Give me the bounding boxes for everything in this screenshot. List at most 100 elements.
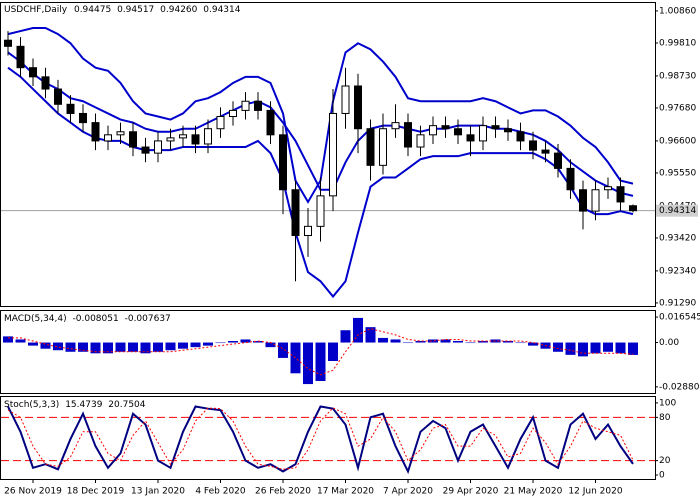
- candle-body: [16, 45, 25, 69]
- candle-body: [491, 125, 500, 130]
- candle-body: [629, 205, 637, 212]
- macd-bar: [40, 342, 51, 349]
- candle-body: [116, 131, 125, 136]
- macd-bar: [15, 339, 26, 343]
- candle-body: [604, 186, 612, 191]
- y-tick-label: 0.98730: [659, 71, 696, 81]
- macd-bar: [65, 342, 76, 352]
- macd-bar: [165, 342, 176, 351]
- stoch-panel: [0, 396, 656, 480]
- y-tick-label: 0.93420: [659, 233, 696, 243]
- candle-body: [454, 128, 462, 136]
- band-lower: [7, 66, 634, 299]
- candle-body: [191, 134, 200, 145]
- x-tick-label: 4 Feb 2020: [195, 487, 246, 497]
- macd-bar: [303, 342, 313, 385]
- y-tick-label: 0: [659, 471, 665, 481]
- candle-body: [591, 189, 600, 212]
- y-tick-label: 0.97680: [659, 103, 696, 113]
- stoch-value: 15.4739: [65, 400, 102, 410]
- candle-body: [516, 131, 525, 142]
- x-tick-label: 7 Apr 2020: [383, 487, 433, 497]
- low-value: 0.94260: [160, 5, 197, 15]
- macd-bar: [378, 337, 388, 343]
- candle-body: [166, 137, 175, 142]
- macd-bar: [178, 342, 188, 349]
- macd-bar: [128, 342, 138, 352]
- y-tick-label: -0.028807: [659, 382, 700, 392]
- macd-bar: [215, 342, 226, 344]
- candle-body: [366, 128, 375, 166]
- macd-bar: [353, 317, 363, 343]
- candle-body: [441, 125, 450, 130]
- macd-header: MACD(5,34,4) -0.008051 -0.007637: [4, 314, 171, 324]
- candle-body: [466, 134, 475, 142]
- candle-body: [104, 134, 112, 142]
- macd-bar: [90, 342, 101, 354]
- last-price-label: 0.94314: [659, 206, 696, 216]
- macd-bar: [140, 342, 151, 354]
- macd-bar: [428, 339, 438, 343]
- macd-bar: [390, 339, 401, 343]
- candle-body: [179, 134, 187, 139]
- macd-bar: [115, 342, 126, 352]
- macd-bar: [628, 342, 638, 355]
- candle-body: [154, 140, 162, 154]
- candle-body: [29, 67, 37, 78]
- macd-bar: [340, 330, 351, 343]
- candle-body: [54, 88, 62, 105]
- macd-bar: [153, 342, 163, 352]
- macd-bar: [315, 342, 326, 381]
- candle-body: [329, 112, 337, 197]
- candle-body: [266, 109, 275, 136]
- stoch-title: Stoch(5,3,3): [4, 400, 59, 410]
- candle-body: [316, 195, 325, 227]
- candle-body: [404, 122, 412, 148]
- candle-body: [429, 125, 437, 136]
- y-tick-label: 20: [659, 456, 671, 466]
- candle-body: [529, 140, 537, 151]
- x-tick-label: 17 Mar 2020: [317, 487, 374, 497]
- macd-bar: [553, 342, 563, 352]
- macd-bar: [265, 342, 276, 348]
- candle-body: [141, 146, 150, 154]
- macd-bar: [240, 339, 251, 343]
- macd-bar: [515, 342, 526, 344]
- candle-body: [216, 116, 225, 130]
- stoch-signal-value: 20.7504: [108, 400, 145, 410]
- price-panel: [0, 2, 656, 307]
- candle-body: [554, 152, 562, 169]
- y-tick-label: 1.00860: [659, 6, 696, 16]
- macd-bar: [603, 342, 613, 352]
- macd-value: -0.008051: [73, 314, 119, 324]
- y-tick-label: 0.91290: [659, 298, 696, 308]
- candle-body: [129, 131, 137, 148]
- candle-body: [66, 103, 75, 114]
- x-tick-label: 29 Apr 2020: [443, 487, 499, 497]
- y-tick-label: 0.96600: [659, 136, 696, 146]
- y-tick-label: 0.99810: [659, 38, 696, 48]
- macd-bar: [3, 336, 13, 343]
- candle-body: [204, 128, 212, 145]
- macd-bar: [253, 341, 263, 343]
- candle-body: [616, 186, 625, 203]
- macd-bar: [453, 341, 463, 343]
- macd-bar: [328, 342, 338, 361]
- candle-body: [291, 189, 300, 237]
- candle-body: [541, 149, 550, 154]
- macd-bar: [28, 342, 38, 346]
- signal-line: [8, 328, 634, 376]
- candle-body: [416, 134, 425, 148]
- close-value: 0.94314: [203, 5, 240, 15]
- stoch-signal: [7, 407, 634, 470]
- candle-body: [254, 100, 262, 111]
- y-tick-label: 0.016545: [659, 313, 700, 323]
- candle-body: [354, 85, 362, 130]
- candle-body: [91, 122, 100, 142]
- candle-body: [579, 189, 587, 212]
- candle-body: [229, 109, 237, 118]
- y-tick-label: 0.95550: [659, 168, 696, 178]
